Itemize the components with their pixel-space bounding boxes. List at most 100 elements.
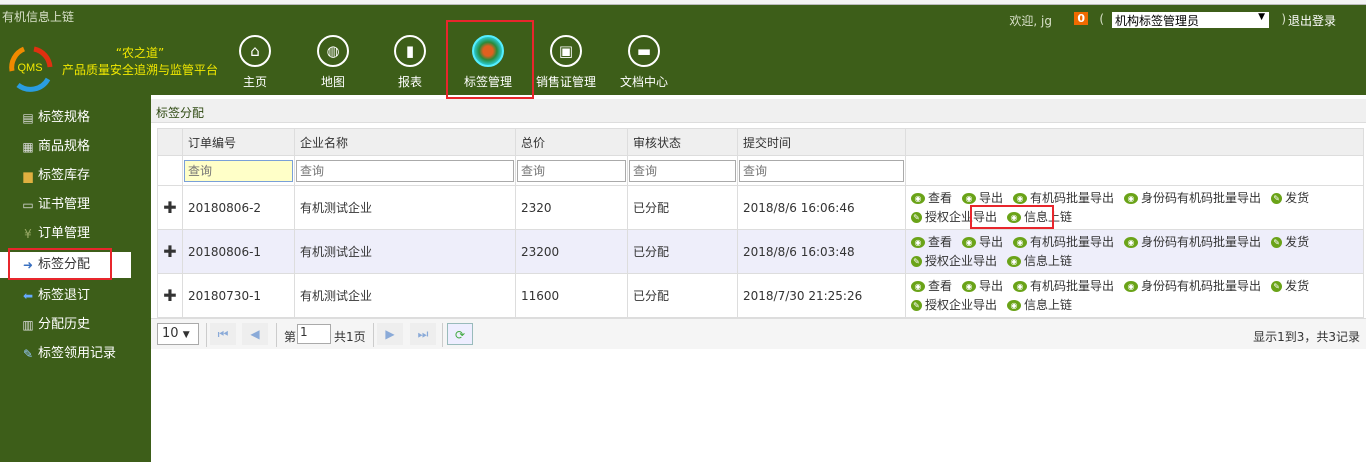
- sidebar-item-label-stock[interactable]: ▆ 标签库存: [20, 163, 151, 189]
- action-auth-company-export[interactable]: ✎ 授权企业导出: [911, 210, 1002, 224]
- cell-order-no: 20180806-2: [182, 185, 295, 230]
- table-row[interactable]: ✚ 20180806-2 有机测试企业 2320 已分配 2018/8/6 16…: [157, 185, 1364, 230]
- nav-map[interactable]: ◍ 地图: [298, 35, 368, 90]
- table-header-row: 订单编号 企业名称 总价 审核状态 提交时间: [157, 128, 1364, 156]
- paren-open: (: [1099, 12, 1104, 26]
- pencil-icon: ✎: [1271, 280, 1283, 292]
- qms-logo: QMS: [9, 46, 53, 92]
- divider: [373, 323, 374, 347]
- eye-icon: ◉: [1124, 192, 1139, 204]
- expand-row-icon[interactable]: ✚: [157, 273, 183, 318]
- action-ship[interactable]: ✎ 发货: [1271, 279, 1314, 293]
- table-row[interactable]: ✚ 20180806-1 有机测试企业 23200 已分配 2018/8/6 1…: [157, 229, 1364, 274]
- highlight-box: [970, 205, 1054, 229]
- home-icon: ⌂: [239, 35, 271, 67]
- divider: [276, 323, 277, 347]
- action-export[interactable]: ◉ 导出: [962, 279, 1008, 293]
- sidebar-item-label-spec[interactable]: ▤ 标签规格: [20, 105, 151, 131]
- refresh-icon[interactable]: ⟳: [447, 323, 473, 345]
- col-header-status[interactable]: 审核状态: [627, 128, 738, 156]
- action-info-chain[interactable]: ◉ 信息上链: [1007, 254, 1077, 268]
- folder-icon: ▬: [628, 35, 660, 67]
- cell-total: 23200: [515, 229, 628, 274]
- role-select[interactable]: 机构标签管理员 ▼: [1112, 12, 1269, 28]
- table-row[interactable]: ✚ 20180730-1 有机测试企业 11600 已分配 2018/7/30 …: [157, 273, 1364, 318]
- filter-order-no[interactable]: [184, 159, 293, 182]
- cell-total: 2320: [515, 185, 628, 230]
- cell-time: 2018/7/30 21:25:26: [737, 273, 906, 318]
- pencil-icon: ✎: [911, 211, 922, 223]
- sidebar-item-label-assign[interactable]: ➜ 标签分配: [0, 252, 131, 278]
- sidebar-item-certificates[interactable]: ▭ 证书管理: [20, 192, 151, 218]
- sidebar-item-label-return[interactable]: ⬅ 标签退订: [20, 283, 151, 309]
- action-ship[interactable]: ✎ 发货: [1271, 235, 1314, 249]
- action-ship[interactable]: ✎ 发货: [1271, 191, 1314, 205]
- action-auth-company-export[interactable]: ✎ 授权企业导出: [911, 254, 1002, 268]
- cell-status: 已分配: [627, 185, 738, 230]
- nav-reports[interactable]: ▮ 报表: [375, 35, 445, 90]
- next-page-button[interactable]: ▶: [377, 323, 403, 345]
- label-seal-icon: [472, 35, 504, 67]
- action-id-code-export[interactable]: ◉ 身份码有机码批量导出: [1124, 279, 1266, 293]
- app-title: 有机信息上链: [2, 10, 75, 24]
- divider: [206, 323, 207, 347]
- action-organic-code-export[interactable]: ◉ 有机码批量导出: [1013, 235, 1119, 249]
- nav-home[interactable]: ⌂ 主页: [220, 35, 290, 90]
- nav-label-management[interactable]: 标签管理: [453, 35, 523, 90]
- cell-total: 11600: [515, 273, 628, 318]
- last-page-button[interactable]: ⏭: [410, 323, 436, 345]
- logout-link[interactable]: 退出登录: [1287, 14, 1336, 28]
- eye-icon: ◉: [911, 192, 925, 204]
- id-card-icon: ▭: [22, 198, 34, 212]
- eye-icon: ◉: [962, 236, 977, 248]
- filter-time[interactable]: [739, 159, 904, 182]
- pencil-icon: ✎: [1271, 236, 1283, 248]
- sidebar-item-label-usage[interactable]: ✎ 标签领用记录: [20, 341, 151, 367]
- action-info-chain[interactable]: ◉ 信息上链: [1007, 210, 1077, 224]
- cell-order-no: 20180806-1: [182, 229, 295, 274]
- action-export[interactable]: ◉ 导出: [962, 235, 1008, 249]
- nav-documents[interactable]: ▬ 文档中心: [609, 35, 679, 90]
- action-view[interactable]: ◉ 查看: [911, 279, 957, 293]
- action-id-code-export[interactable]: ◉ 身份码有机码批量导出: [1124, 235, 1266, 249]
- eye-icon: ◉: [1124, 280, 1139, 292]
- highlight-box: [446, 20, 534, 99]
- col-header-company[interactable]: 企业名称: [294, 128, 516, 156]
- action-organic-code-export[interactable]: ◉ 有机码批量导出: [1013, 279, 1119, 293]
- notification-badge[interactable]: 0: [1074, 12, 1088, 25]
- paren-close: ): [1281, 12, 1286, 26]
- pen-icon: ✎: [22, 347, 34, 361]
- certificate-icon: ▣: [550, 35, 582, 67]
- action-info-chain[interactable]: ◉ 信息上链: [1007, 298, 1077, 312]
- cell-actions: ◉ 查看 ◉ 导出 ◉ 有机码批量导出 ◉ 身份码有机码批量导出 ✎ 发货 ✎ 授权企业导出 ◉ 信息上链: [905, 185, 1364, 230]
- action-organic-code-export[interactable]: ◉ 有机码批量导出: [1013, 191, 1119, 205]
- nav-sales-certificate[interactable]: ▣ 销售证管理: [531, 35, 601, 90]
- expand-row-icon[interactable]: ✚: [157, 229, 183, 274]
- first-page-button[interactable]: ⏮: [210, 323, 236, 345]
- action-view[interactable]: ◉ 查看: [911, 235, 957, 249]
- sidebar-item-orders[interactable]: ¥ 订单管理: [20, 221, 151, 247]
- prev-page-button[interactable]: ◀: [242, 323, 268, 345]
- col-header-order-no[interactable]: 订单编号: [182, 128, 295, 156]
- filter-status[interactable]: [629, 159, 736, 182]
- expand-row-icon[interactable]: ✚: [157, 185, 183, 230]
- yen-icon: ¥: [24, 227, 32, 241]
- page-number-input[interactable]: 1: [297, 324, 331, 344]
- action-export[interactable]: ◉ 导出: [962, 191, 1008, 205]
- action-auth-company-export[interactable]: ✎ 授权企业导出: [911, 298, 1002, 312]
- page-size-select[interactable]: 10 ▼: [157, 323, 199, 345]
- truck-icon: ▦: [22, 140, 34, 154]
- pencil-icon: ✎: [911, 299, 922, 311]
- panel-title: 标签分配: [151, 99, 1366, 123]
- doc-arrow-icon: ➜: [22, 258, 34, 272]
- action-view[interactable]: ◉ 查看: [911, 191, 957, 205]
- sidebar-item-product-spec[interactable]: ▦ 商品规格: [20, 134, 151, 160]
- action-id-code-export[interactable]: ◉ 身份码有机码批量导出: [1124, 191, 1266, 205]
- eye-icon: ◉: [911, 280, 925, 292]
- col-header-total[interactable]: 总价: [515, 128, 628, 156]
- col-header-time[interactable]: 提交时间: [737, 128, 906, 156]
- sidebar-item-assign-history[interactable]: ▥ 分配历史: [20, 312, 151, 338]
- filter-company[interactable]: [296, 159, 514, 182]
- filter-total[interactable]: [517, 159, 626, 182]
- divider: [442, 323, 443, 347]
